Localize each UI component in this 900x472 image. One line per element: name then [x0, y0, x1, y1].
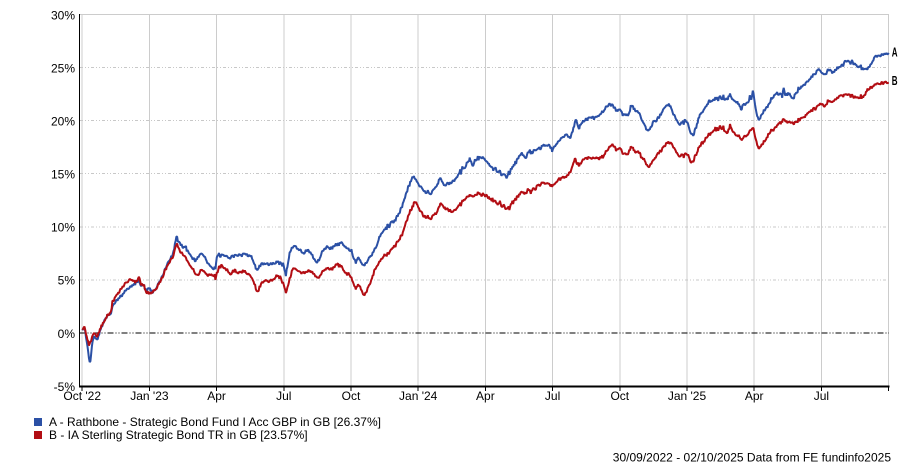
svg-text:Apr: Apr: [476, 389, 495, 403]
svg-text:20%: 20%: [51, 115, 75, 129]
svg-text:30/09/2022 - 02/10/2025 Data f: 30/09/2022 - 02/10/2025 Data from FE fun…: [613, 451, 892, 465]
svg-text:Apr: Apr: [207, 389, 226, 403]
svg-text:5%: 5%: [58, 274, 76, 288]
svg-text:0%: 0%: [58, 327, 76, 341]
svg-text:15%: 15%: [51, 168, 75, 182]
svg-text:Oct: Oct: [342, 389, 361, 403]
svg-text:A: A: [892, 45, 898, 60]
svg-text:10%: 10%: [51, 221, 75, 235]
svg-text:B: B: [892, 73, 898, 88]
svg-text:Jul: Jul: [276, 389, 291, 403]
svg-text:Oct '22: Oct '22: [63, 389, 101, 403]
svg-text:30%: 30%: [51, 8, 75, 22]
svg-text:Jul: Jul: [545, 389, 560, 403]
svg-text:Apr: Apr: [745, 389, 764, 403]
svg-text:Jul: Jul: [814, 389, 829, 403]
svg-text:Jan '25: Jan '25: [668, 389, 707, 403]
svg-text:Jan '23: Jan '23: [130, 389, 169, 403]
svg-text:A - Rathbone - Strategic Bond: A - Rathbone - Strategic Bond Fund I Acc…: [49, 415, 381, 429]
svg-text:25%: 25%: [51, 61, 75, 75]
svg-text:-5%: -5%: [54, 380, 76, 394]
svg-text:B - IA Sterling Strategic Bond: B - IA Sterling Strategic Bond TR in GB …: [49, 428, 308, 442]
svg-text:Jan '24: Jan '24: [399, 389, 438, 403]
svg-text:Oct: Oct: [610, 389, 629, 403]
